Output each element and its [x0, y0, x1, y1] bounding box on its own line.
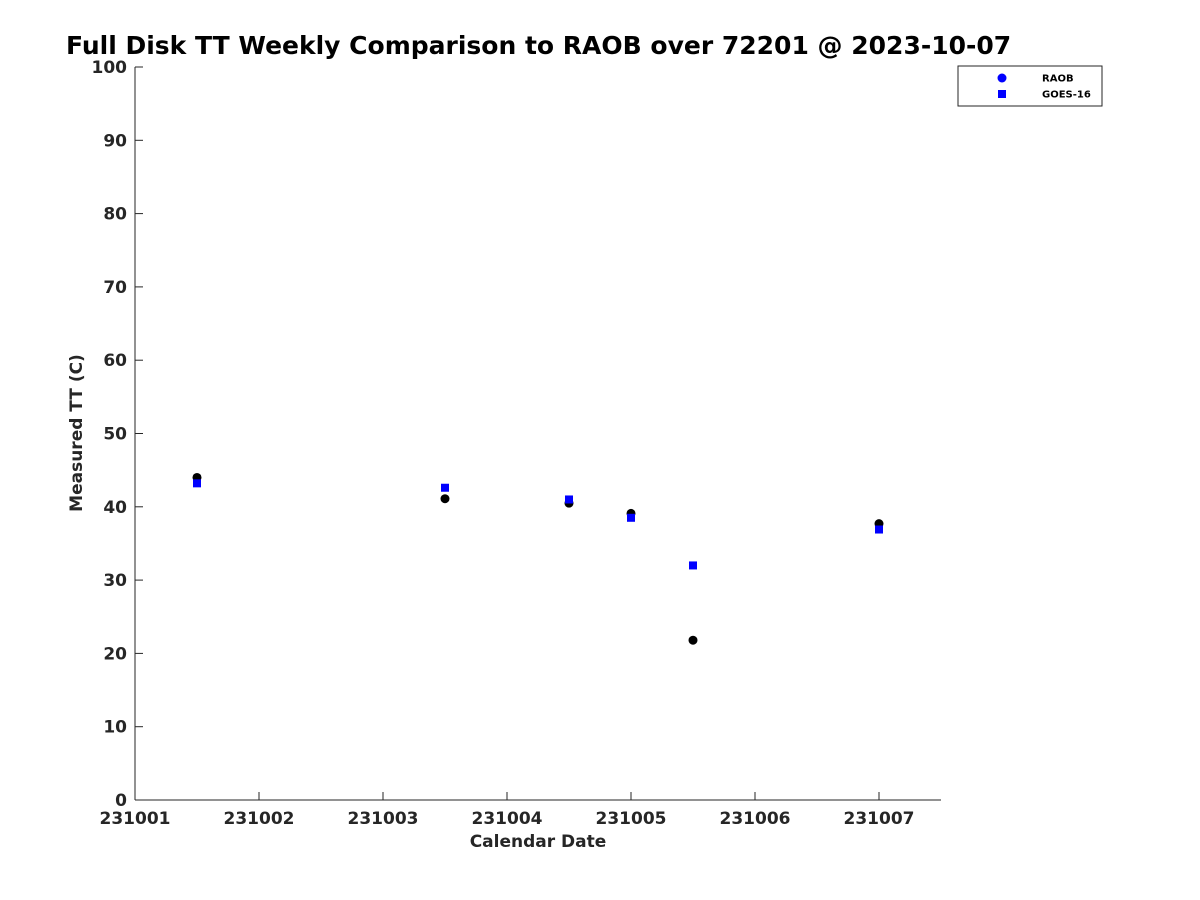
- y-tick-label: 10: [103, 718, 127, 738]
- goes16-data-point: [565, 495, 573, 504]
- x-tick-label: 231004: [472, 809, 543, 829]
- y-tick-label: 70: [103, 278, 127, 298]
- y-tick-label: 30: [103, 571, 127, 591]
- y-tick-label: 80: [103, 205, 127, 225]
- series-layer: [192, 472, 884, 645]
- legend-box: [957, 65, 1103, 107]
- goes16-data-point: [441, 483, 449, 492]
- y-tick-label: 50: [103, 425, 127, 445]
- y-tick-label: 90: [103, 131, 127, 151]
- series-goes-16: [193, 479, 883, 570]
- y-axis-ticks: 0 10 20 30 40 50 60 70 80 90 100: [92, 58, 143, 811]
- y-tick-label: 100: [92, 58, 128, 78]
- x-tick-label: 231007: [844, 809, 915, 829]
- legend-goes16-label: GOES-16: [1042, 90, 1091, 101]
- plot-axes: [134, 67, 941, 801]
- x-tick-label: 231006: [720, 809, 791, 829]
- y-tick-label: 20: [103, 644, 127, 664]
- x-axis-label: Calendar Date: [470, 832, 607, 852]
- raob-data-point: [688, 635, 698, 645]
- chart-title: Full Disk TT Weekly Comparison to RAOB o…: [66, 31, 1011, 60]
- raob-data-point: [440, 494, 450, 504]
- series-raob: [192, 472, 884, 645]
- x-axis-ticks: 231001 231002 231003 231004 231005 231006 2310…: [100, 792, 915, 829]
- y-axis-label: Measured TT (C): [67, 354, 87, 512]
- goes16-data-point: [689, 561, 697, 570]
- x-tick-label: 231005: [596, 809, 667, 829]
- x-tick-label: 231001: [100, 809, 171, 829]
- legend: RAOB GOES-16: [957, 65, 1103, 107]
- y-tick-label: 0: [115, 791, 127, 811]
- y-tick-label: 40: [103, 498, 127, 518]
- goes16-data-point: [627, 513, 635, 522]
- goes16-data-point: [875, 525, 883, 534]
- legend-goes16-marker: [998, 90, 1006, 98]
- legend-raob-marker: [997, 73, 1007, 83]
- legend-raob-label: RAOB: [1042, 74, 1074, 85]
- y-tick-label: 60: [103, 351, 127, 371]
- x-tick-label: 231003: [348, 809, 419, 829]
- x-tick-label: 231002: [224, 809, 295, 829]
- goes16-data-point: [193, 479, 201, 488]
